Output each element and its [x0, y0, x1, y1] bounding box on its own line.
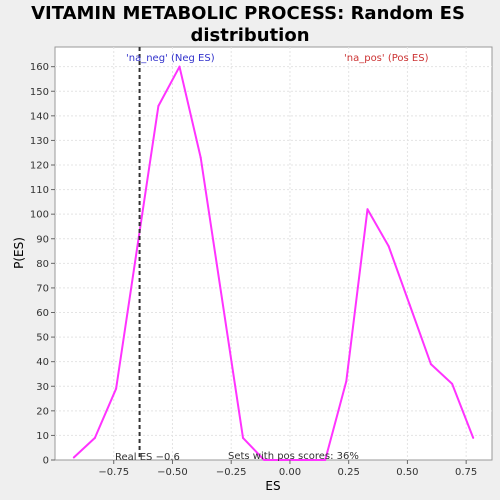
x-tick-label: 0.50 — [396, 467, 418, 478]
y-tick-label: 110 — [30, 185, 49, 196]
axis-layer: 0 10 20 30 40 50 60 70 80 90 100 110 120 130 140 150 160… — [30, 62, 477, 478]
data-point — [408, 304, 411, 307]
data-point — [345, 380, 348, 383]
neg-es-label: 'na_neg' (Neg ES) — [126, 53, 215, 64]
data-point — [387, 245, 390, 248]
y-tick-label: 140 — [30, 111, 49, 122]
data-point — [472, 436, 475, 439]
y-tick-label: 50 — [36, 333, 49, 344]
y-tick-label: 160 — [30, 62, 49, 73]
y-tick-label: 20 — [36, 406, 49, 417]
data-point — [324, 459, 327, 461]
plot-area — [54, 46, 493, 461]
data-point — [157, 105, 160, 107]
data-point — [366, 208, 369, 211]
x-tick-label: −0.50 — [157, 467, 188, 478]
x-tick-label: 0.75 — [455, 467, 477, 478]
y-tick-label: 90 — [36, 234, 49, 245]
x-axis-label: ES — [265, 479, 280, 493]
y-axis-label: P(ES) — [12, 237, 26, 269]
y-tick-label: 80 — [36, 259, 49, 270]
data-point — [241, 436, 244, 439]
pos-es-label: 'na_pos' (Pos ES) — [344, 53, 429, 64]
y-tick-label: 60 — [36, 308, 49, 319]
data-point — [429, 363, 432, 366]
data-point — [199, 156, 202, 159]
y-tick-label: 30 — [36, 382, 49, 393]
y-tick-label: 100 — [30, 210, 49, 221]
x-tick-label: 0.00 — [279, 467, 301, 478]
grid-lines — [55, 47, 492, 460]
data-point — [93, 436, 96, 439]
y-tick-label: 10 — [36, 431, 49, 442]
y-tick-label: 70 — [36, 283, 49, 294]
x-tick-label: −0.25 — [216, 467, 247, 478]
real-es-label: Real ES −0.6 — [115, 452, 180, 463]
x-tick-label: −0.75 — [98, 467, 129, 478]
data-point — [178, 65, 181, 68]
data-point — [451, 382, 454, 385]
series-layer — [72, 65, 475, 461]
pos-scores-label: Sets with pos scores: 36% — [228, 451, 359, 462]
x-tick-label: 0.25 — [338, 467, 360, 478]
series-line — [73, 65, 475, 461]
y-tick-label: 150 — [30, 87, 49, 98]
y-tick-label: 40 — [36, 357, 49, 368]
y-tick-label: 120 — [30, 161, 49, 172]
data-point — [72, 456, 75, 459]
y-tick-label: 0 — [43, 456, 49, 467]
chart-title-line-2: distribution — [190, 25, 309, 46]
data-point — [115, 387, 118, 390]
chart-title-line-1: VITAMIN METABOLIC PROCESS: Random ES — [31, 3, 465, 24]
data-point — [263, 459, 266, 461]
y-tick-label: 130 — [30, 136, 49, 147]
